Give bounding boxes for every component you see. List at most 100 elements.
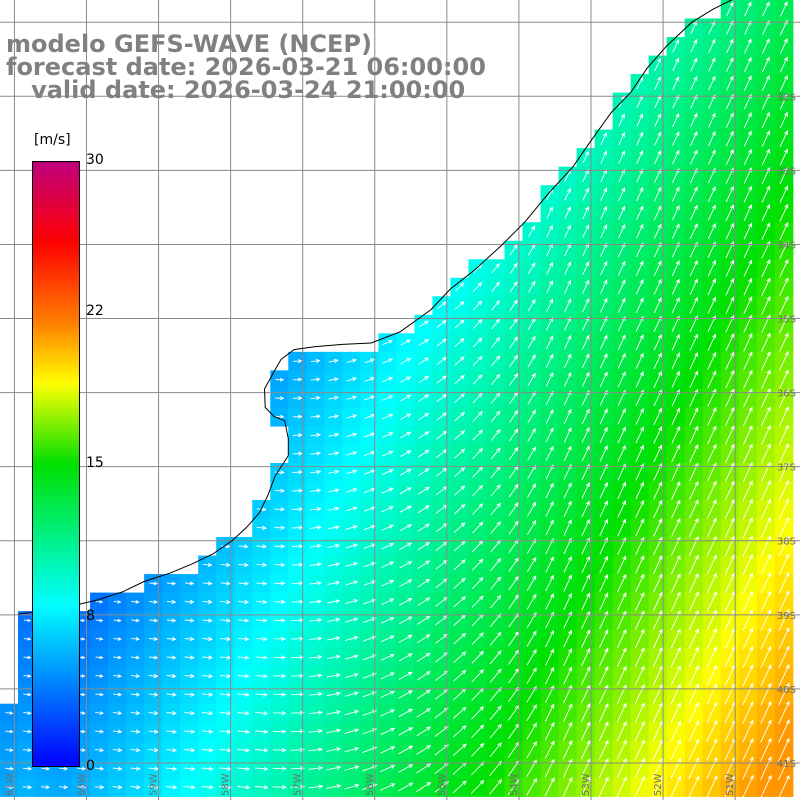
wind-arrow [272, 785, 287, 790]
wind-arrow [489, 742, 502, 758]
wind-arrow [599, 297, 608, 313]
wind-arrow [238, 618, 250, 623]
wind-arrow [545, 390, 554, 406]
wind-arrow [725, 351, 735, 370]
wind-arrow [707, 443, 717, 463]
wind-arrow [598, 758, 609, 779]
wind-arrow [363, 580, 377, 586]
wind-arrow [23, 729, 32, 734]
wind-arrow [399, 468, 412, 476]
wind-arrow [725, 296, 735, 314]
wind-arrow [418, 339, 429, 346]
wind-arrow [256, 544, 268, 549]
wind-arrow [581, 574, 590, 592]
wind-arrow [726, 38, 734, 54]
wind-arrow [255, 674, 268, 679]
wind-arrow [778, 627, 790, 650]
wind-arrow [688, 554, 699, 575]
wind-arrow [634, 757, 645, 779]
wind-arrow [527, 446, 536, 461]
wind-arrow [742, 535, 753, 557]
wind-arrow [490, 557, 502, 572]
wind-arrow [416, 671, 431, 681]
wind-arrow [290, 784, 306, 789]
wind-arrow [509, 373, 519, 386]
wind-arrow [326, 747, 342, 752]
wind-arrow [201, 766, 214, 771]
wind-arrow [780, 1, 788, 17]
wind-arrow [490, 502, 501, 516]
wind-arrow [508, 483, 519, 498]
wind-arrow [724, 609, 735, 631]
wind-arrow [688, 591, 699, 612]
wind-arrow [399, 561, 413, 569]
wind-arrow [183, 748, 196, 753]
wind-arrow [310, 488, 322, 493]
wind-arrow [345, 580, 359, 586]
wind-arrow [670, 665, 681, 686]
wind-arrow [472, 300, 483, 311]
wind-arrow [202, 636, 214, 642]
wind-arrow [381, 561, 395, 568]
wind-arrow [346, 377, 358, 382]
wind-arrow [725, 204, 734, 221]
wind-arrow [398, 653, 413, 662]
wind-arrow [290, 710, 305, 715]
wind-arrow [5, 766, 15, 771]
wind-arrow [23, 674, 32, 678]
longitude-label: 60W [77, 773, 88, 796]
wind-arrow [220, 562, 231, 568]
wind-arrow [743, 406, 753, 426]
wind-arrow [23, 711, 32, 715]
wind-arrow [436, 301, 447, 310]
wind-arrow [416, 708, 431, 718]
wind-arrow [690, 20, 698, 35]
wind-arrow [545, 335, 554, 350]
wind-arrow [724, 554, 735, 575]
wind-arrow [545, 316, 554, 331]
wind-arrow [778, 443, 789, 464]
wind-arrow [328, 358, 339, 363]
coastline [18, 0, 732, 615]
wind-arrow [600, 187, 607, 201]
wind-arrow [778, 387, 789, 408]
wind-arrow [527, 280, 536, 293]
wind-arrow [761, 56, 770, 73]
wind-arrow [255, 711, 269, 716]
wind-arrow [343, 783, 360, 790]
wind-arrow [237, 711, 250, 716]
wind-arrow [400, 339, 411, 346]
wind-arrow [618, 187, 626, 201]
wind-arrow [346, 432, 358, 438]
wind-arrow [526, 777, 538, 796]
wind-arrow [526, 722, 537, 740]
wind-arrow [526, 575, 537, 591]
wind-arrow [544, 722, 555, 741]
wind-arrow [724, 535, 735, 557]
wind-arrow [581, 408, 590, 425]
wind-arrow [744, 56, 752, 73]
wind-arrow [326, 710, 342, 715]
wind-arrow [688, 628, 699, 649]
wind-arrow [308, 710, 323, 715]
wind-arrow [743, 425, 753, 445]
wind-arrow [564, 206, 571, 220]
wind-arrow [310, 451, 322, 456]
wind-arrow [636, 113, 644, 127]
wind-arrow [345, 598, 359, 604]
wind-arrow [779, 369, 789, 390]
wind-arrow [689, 351, 699, 370]
wind-arrow [416, 634, 431, 644]
wind-arrow [95, 637, 104, 641]
wind-arrow [688, 517, 699, 538]
wind-arrow [563, 482, 572, 499]
wind-arrow [724, 480, 735, 501]
wind-arrow [563, 371, 572, 387]
wind-arrow [563, 703, 573, 722]
wind-arrow [582, 279, 590, 294]
wind-arrow [292, 469, 304, 475]
wind-arrow [761, 222, 771, 240]
wind-arrow [545, 593, 554, 610]
wind-arrow [472, 355, 483, 367]
longitude-label: 59W [149, 773, 160, 796]
